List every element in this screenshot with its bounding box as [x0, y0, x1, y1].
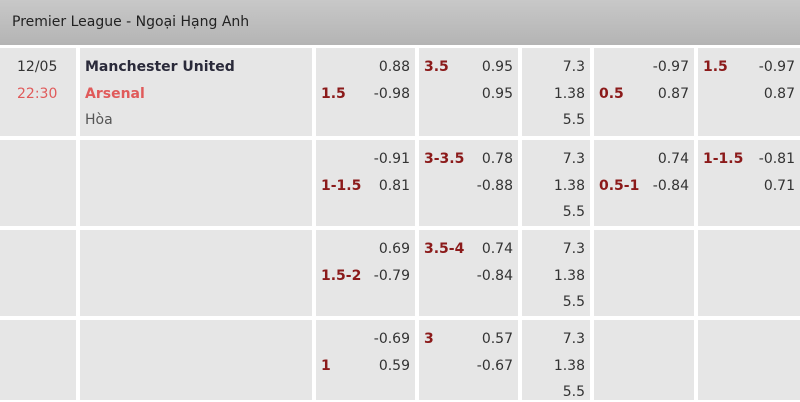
handicap-line: 1	[321, 358, 331, 374]
half-over-under-cell: 1-1.5 -0.81 0.71	[698, 140, 800, 226]
over-under-cell: 3 0.57 -0.67	[419, 320, 518, 400]
date-cell	[0, 320, 76, 400]
half-over-under-cell: 1.5 -0.97 0.87	[698, 48, 800, 136]
half-handicap-cell: 0.5-1 0.74 -0.84	[594, 140, 694, 226]
match-time: 22:30	[17, 86, 58, 102]
half-over-under-cell	[698, 230, 800, 316]
over-under-cell: 3.5-4 0.74 -0.84	[419, 230, 518, 316]
draw-odds[interactable]: 5.5	[562, 112, 585, 128]
home-win-odds[interactable]: 7.3	[562, 241, 585, 257]
teams-cell: Manchester United Arsenal Hòa	[80, 48, 312, 136]
half-handicap-cell: 0.5 -0.97 0.87	[594, 48, 694, 136]
draw-odds[interactable]: 5.5	[562, 204, 585, 220]
over-under-cell: 3.5 0.95 0.95	[419, 48, 518, 136]
away-win-odds[interactable]: 1.38	[553, 178, 585, 194]
handicap-line: 1-1.5	[321, 178, 362, 194]
handicap-home-odds[interactable]: 0.88	[378, 59, 410, 75]
league-header: Premier League - Ngoại Hạng Anh	[0, 0, 800, 45]
handicap-away-odds[interactable]: 0.81	[378, 178, 410, 194]
league-title: Premier League - Ngoại Hạng Anh	[12, 14, 250, 30]
1x2-cell: 7.3 1.38 5.5	[522, 320, 590, 400]
under-odds[interactable]: -0.67	[476, 358, 513, 374]
date-cell	[0, 230, 76, 316]
half-over-odds[interactable]: -0.81	[758, 151, 795, 167]
half-over-odds[interactable]: -0.97	[758, 59, 795, 75]
draw-label: Hòa	[85, 112, 113, 128]
under-odds[interactable]: -0.88	[476, 178, 513, 194]
home-win-odds[interactable]: 7.3	[562, 151, 585, 167]
handicap-home-odds[interactable]: -0.91	[373, 151, 410, 167]
handicap-cell: 1.5-2 0.69 -0.79	[316, 230, 415, 316]
draw-odds[interactable]: 5.5	[562, 294, 585, 310]
away-win-odds[interactable]: 1.38	[553, 268, 585, 284]
date-cell: 12/05 22:30	[0, 48, 76, 136]
home-win-odds[interactable]: 7.3	[562, 59, 585, 75]
1x2-cell: 7.3 1.38 5.5	[522, 230, 590, 316]
over-odds[interactable]: 0.74	[481, 241, 513, 257]
home-team[interactable]: Manchester United	[85, 59, 235, 75]
half-handicap-home-odds[interactable]: 0.74	[657, 151, 689, 167]
half-handicap-away-odds[interactable]: -0.84	[652, 178, 689, 194]
away-win-odds[interactable]: 1.38	[553, 358, 585, 374]
over-under-line: 3	[424, 331, 434, 347]
handicap-cell: 1 -0.69 0.59	[316, 320, 415, 400]
half-over-under-cell	[698, 320, 800, 400]
half-over-under-line: 1.5	[703, 59, 728, 75]
teams-cell	[80, 320, 312, 400]
date-cell	[0, 140, 76, 226]
half-handicap-line: 0.5	[599, 86, 624, 102]
teams-cell	[80, 140, 312, 226]
handicap-away-odds[interactable]: -0.79	[373, 268, 410, 284]
handicap-cell: 1-1.5 -0.91 0.81	[316, 140, 415, 226]
handicap-line: 1.5-2	[321, 268, 362, 284]
handicap-line: 1.5	[321, 86, 346, 102]
over-under-line: 3-3.5	[424, 151, 465, 167]
over-under-cell: 3-3.5 0.78 -0.88	[419, 140, 518, 226]
teams-cell	[80, 230, 312, 316]
over-under-line: 3.5-4	[424, 241, 465, 257]
match-date: 12/05	[17, 59, 58, 75]
away-win-odds[interactable]: 1.38	[553, 86, 585, 102]
half-handicap-home-odds[interactable]: -0.97	[652, 59, 689, 75]
under-odds[interactable]: 0.95	[481, 86, 513, 102]
over-odds[interactable]: 0.95	[481, 59, 513, 75]
half-handicap-cell	[594, 320, 694, 400]
handicap-home-odds[interactable]: -0.69	[373, 331, 410, 347]
half-under-odds[interactable]: 0.71	[763, 178, 795, 194]
1x2-cell: 7.3 1.38 5.5	[522, 48, 590, 136]
handicap-home-odds[interactable]: 0.69	[378, 241, 410, 257]
handicap-away-odds[interactable]: -0.98	[373, 86, 410, 102]
half-over-under-line: 1-1.5	[703, 151, 744, 167]
1x2-cell: 7.3 1.38 5.5	[522, 140, 590, 226]
half-under-odds[interactable]: 0.87	[763, 86, 795, 102]
away-team[interactable]: Arsenal	[85, 86, 145, 102]
home-win-odds[interactable]: 7.3	[562, 331, 585, 347]
half-handicap-away-odds[interactable]: 0.87	[657, 86, 689, 102]
over-odds[interactable]: 0.78	[481, 151, 513, 167]
handicap-cell: 1.5 0.88 -0.98	[316, 48, 415, 136]
under-odds[interactable]: -0.84	[476, 268, 513, 284]
half-handicap-cell	[594, 230, 694, 316]
draw-odds[interactable]: 5.5	[562, 384, 585, 400]
half-handicap-line: 0.5-1	[599, 178, 640, 194]
over-under-line: 3.5	[424, 59, 449, 75]
over-odds[interactable]: 0.57	[481, 331, 513, 347]
handicap-away-odds[interactable]: 0.59	[378, 358, 410, 374]
